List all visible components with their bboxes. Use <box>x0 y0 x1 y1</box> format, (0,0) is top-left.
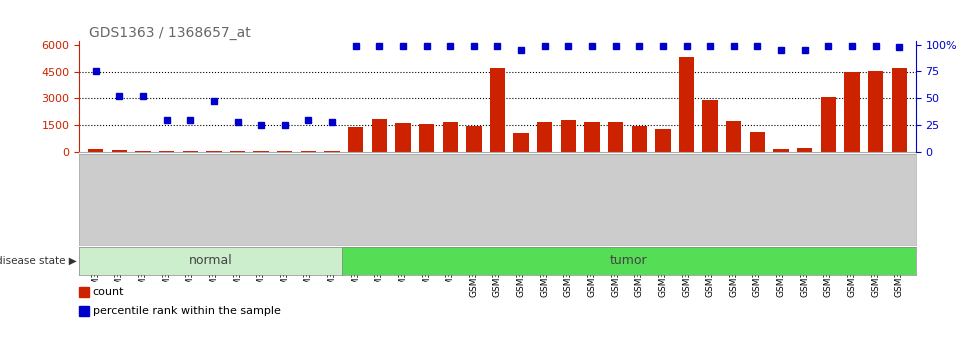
Bar <box>230 150 245 152</box>
Bar <box>206 151 221 152</box>
Bar <box>867 71 883 152</box>
Bar <box>679 57 695 152</box>
Bar <box>844 72 860 152</box>
Bar <box>655 129 670 152</box>
Text: percentile rank within the sample: percentile rank within the sample <box>93 306 280 316</box>
Bar <box>726 121 742 152</box>
Bar <box>277 151 293 152</box>
Bar <box>325 151 340 152</box>
Bar <box>797 148 812 152</box>
Bar <box>88 149 103 152</box>
Bar <box>632 126 647 152</box>
Bar <box>537 121 553 152</box>
Bar <box>774 149 789 152</box>
Bar <box>442 122 458 152</box>
Bar <box>702 100 718 152</box>
Bar <box>253 151 269 152</box>
Bar <box>560 120 576 152</box>
Text: tumor: tumor <box>611 254 648 267</box>
Bar <box>135 150 151 152</box>
Text: count: count <box>93 287 125 297</box>
Bar <box>467 126 481 152</box>
Bar <box>183 151 198 152</box>
Bar <box>300 151 316 152</box>
Bar <box>514 133 528 152</box>
Text: GDS1363 / 1368657_at: GDS1363 / 1368657_at <box>89 26 250 40</box>
Text: normal: normal <box>188 254 233 267</box>
Bar <box>584 121 600 152</box>
Bar <box>395 123 411 152</box>
Bar <box>372 119 387 152</box>
Bar <box>159 151 174 152</box>
Text: disease state ▶: disease state ▶ <box>0 256 77 266</box>
Bar <box>821 98 836 152</box>
Bar <box>348 127 363 152</box>
Bar <box>419 124 435 152</box>
Bar <box>892 68 907 152</box>
Bar <box>490 68 505 152</box>
Bar <box>750 132 765 152</box>
Bar <box>608 122 623 152</box>
Bar <box>112 150 128 152</box>
